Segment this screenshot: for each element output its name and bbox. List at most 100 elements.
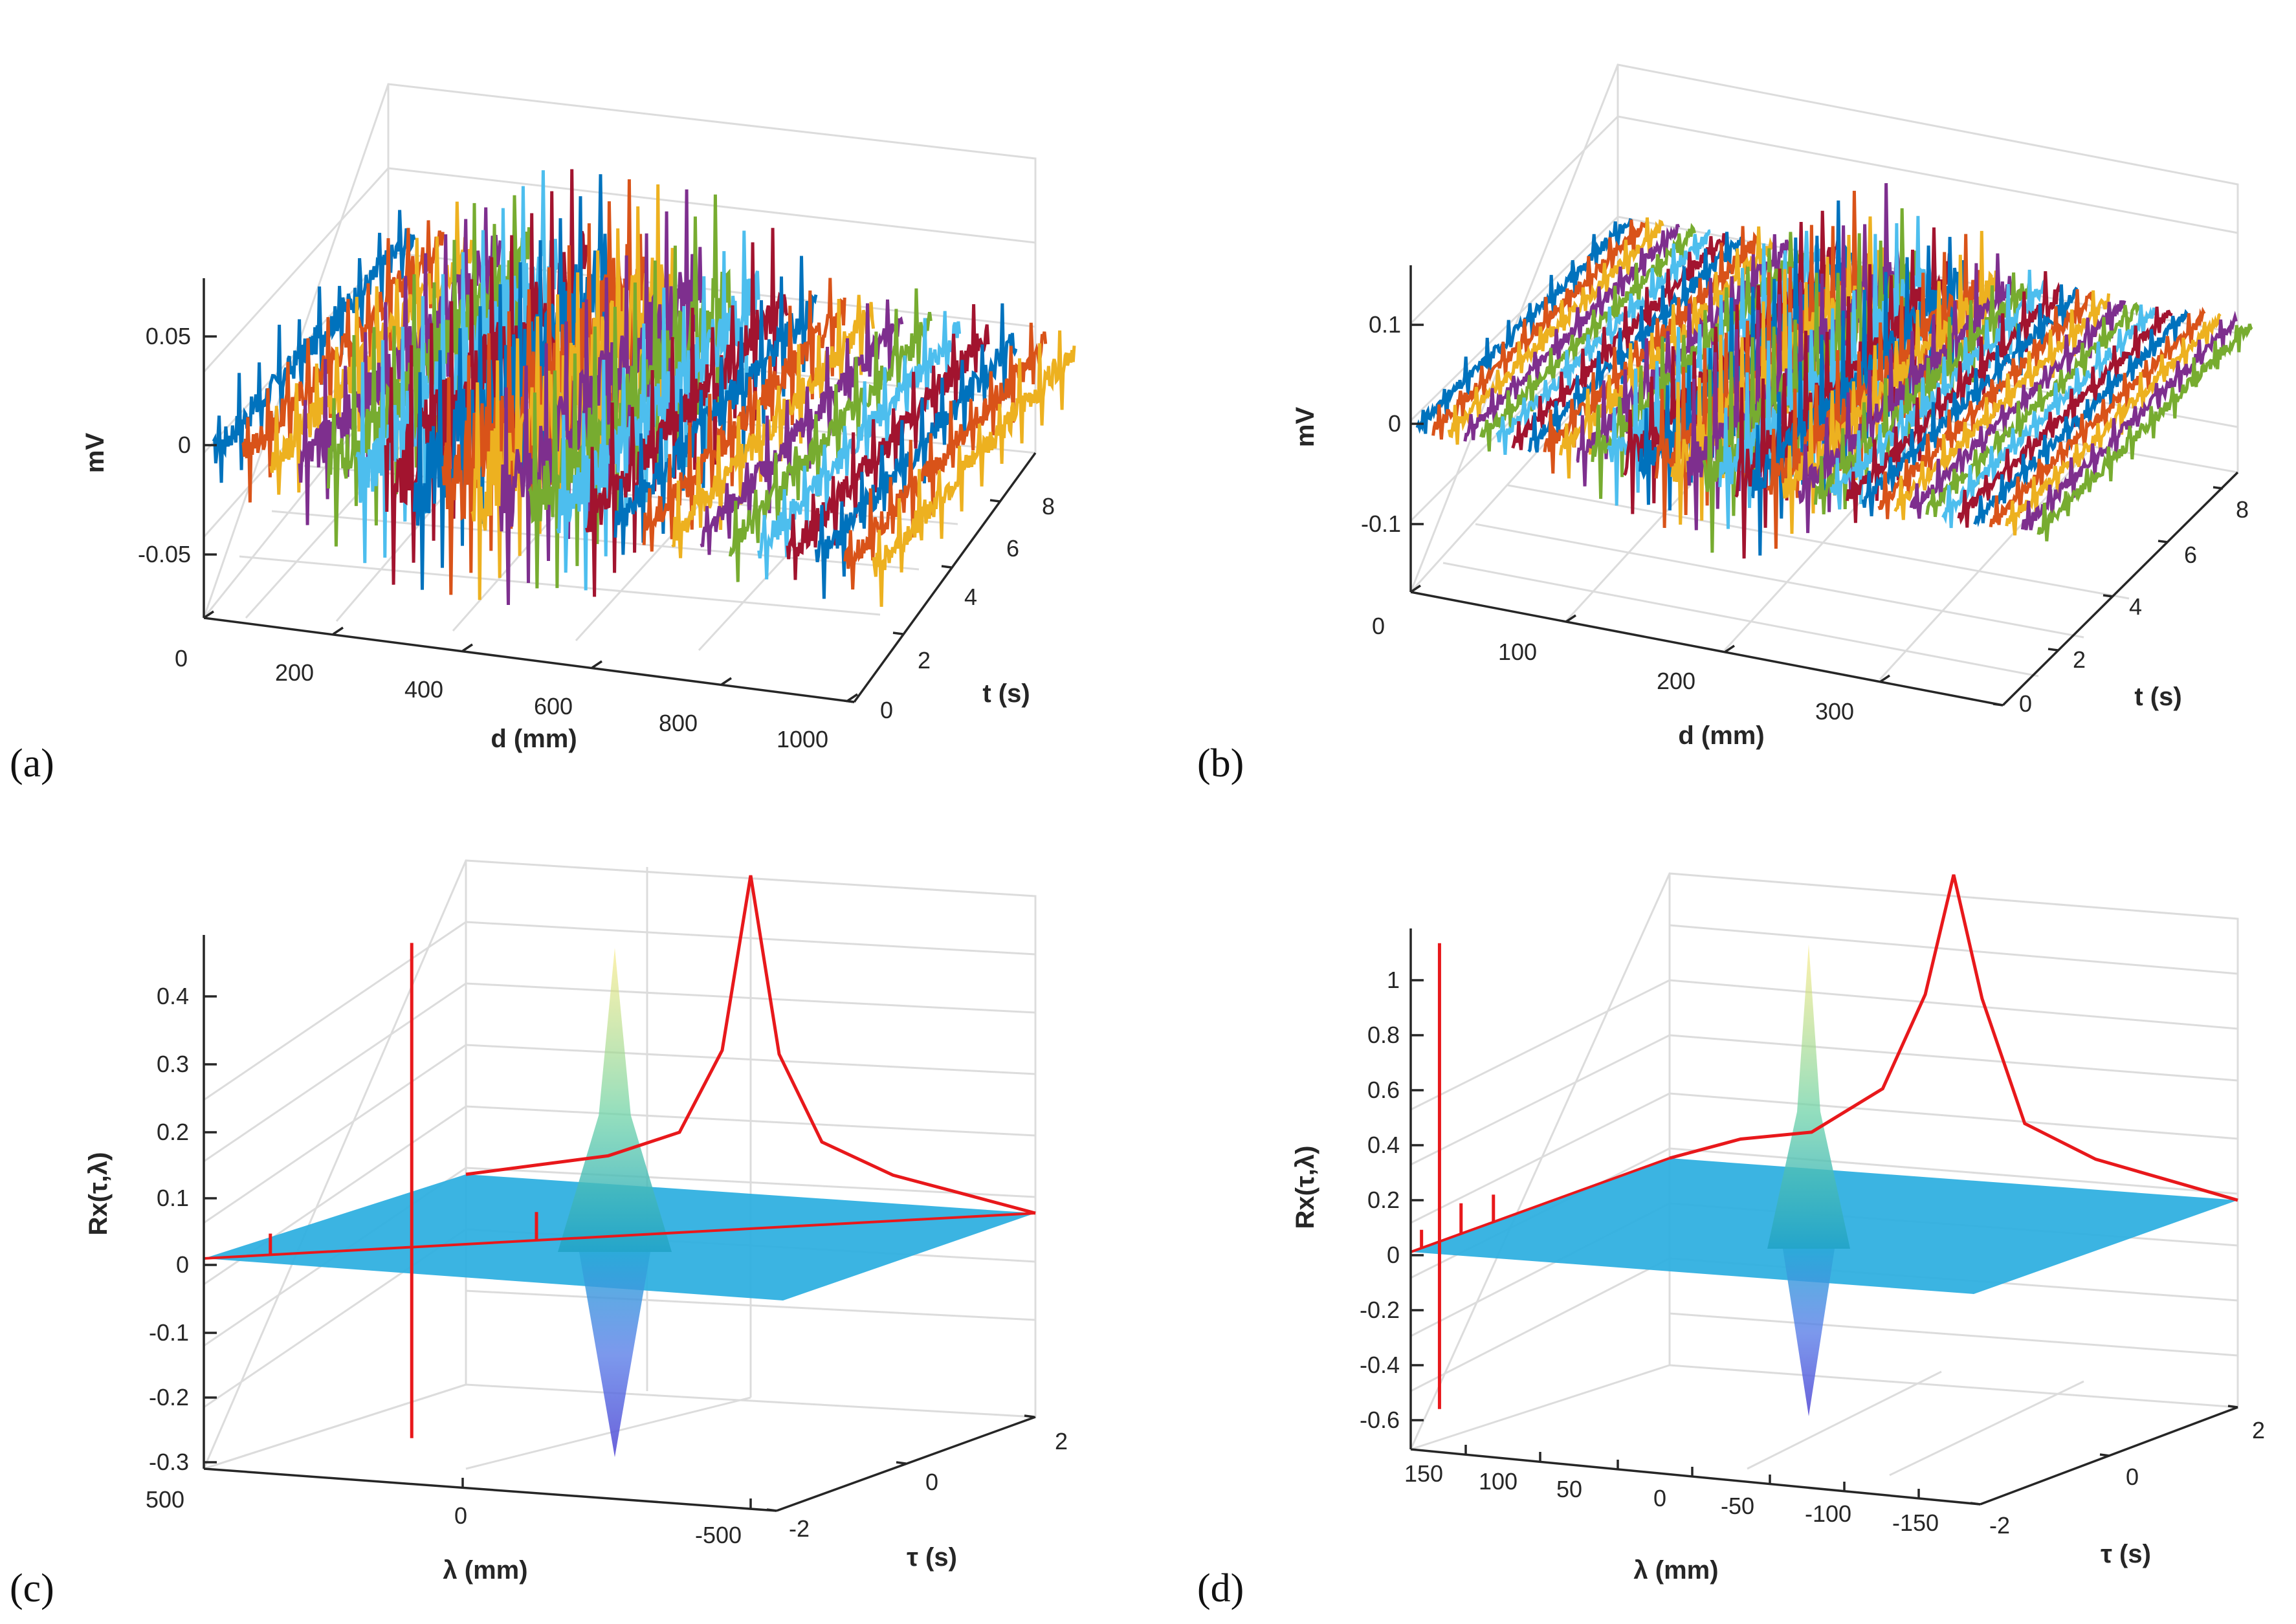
panel-b-yticks: 0 2 4 6 8 (1992, 486, 2249, 717)
panel-b-traces (1415, 183, 2253, 559)
panel-c: 0.4 0.3 0.2 0.1 0 -0.1 -0.2 -0.3 500 0 -… (10, 859, 1068, 1610)
panel-d-x-axis (1410, 1448, 1981, 1506)
tick-label: -100 (1805, 1500, 1851, 1527)
series-line (1877, 289, 2095, 520)
tick-label: 0.3 (157, 1051, 189, 1077)
lambda-projection-base (1410, 1157, 1670, 1253)
panel-d-surface (1410, 874, 2238, 1416)
tick-label: 0.8 (1367, 1022, 1400, 1048)
tick-label: 6 (2184, 542, 2197, 568)
series-line (355, 170, 559, 564)
panel-c-surface (203, 875, 1036, 1458)
tick-label: -0.3 (149, 1449, 189, 1475)
tick-label: 1 (1387, 967, 1400, 993)
panel-d: 1 0.8 0.6 0.4 0.2 0 -0.2 -0.4 -0.6 150 1… (1197, 872, 2265, 1610)
series-line (1463, 224, 1681, 442)
tick-label: 50 (1556, 1476, 1582, 1502)
tick-label: 1000 (777, 726, 828, 752)
tick-label: 2 (918, 647, 931, 674)
tick-label: 100 (1479, 1468, 1518, 1495)
panel-a: 0.05 0 -0.05 0 200 400 600 800 1000 0 2 … (10, 83, 1076, 785)
surface-trough (1783, 1249, 1835, 1416)
tick-label: 0 (1387, 1242, 1400, 1268)
panel-d-grid (1409, 872, 2239, 1476)
panel-c-y-axis (776, 1416, 1036, 1512)
tick-label: 6 (1006, 535, 1019, 562)
series-line (872, 330, 1076, 607)
panel-b-x-axis (1410, 591, 2003, 707)
tick-label: 300 (1815, 698, 1854, 725)
tick-label: 0.2 (157, 1119, 189, 1145)
panel-a-yticks: 0 2 4 6 8 (844, 493, 1055, 723)
series-line (1989, 306, 2206, 527)
tick-label: 0 (2126, 1464, 2139, 1490)
y-axis-label: τ (s) (907, 1543, 957, 1572)
series-line (757, 311, 962, 580)
panel-label: (a) (10, 741, 54, 785)
tick-label: -0.4 (1360, 1352, 1400, 1378)
z-axis-label: Rx(τ,λ) (1291, 1146, 1319, 1229)
panel-label: (d) (1197, 1566, 1244, 1610)
tick-label: 0 (1372, 613, 1385, 639)
x-axis-label: λ (mm) (443, 1556, 527, 1585)
tick-label: 0.6 (1367, 1077, 1400, 1103)
panel-c-yticks: -2 0 2 (766, 1414, 1068, 1542)
series-line (814, 303, 1018, 599)
y-axis-label: t (s) (982, 679, 1030, 708)
tick-label: 0 (178, 432, 191, 458)
panel-label: (c) (10, 1566, 54, 1610)
tick-label: 4 (964, 584, 977, 610)
series-line (671, 294, 876, 558)
series-line (1925, 302, 2142, 518)
tick-label: 400 (404, 676, 443, 703)
tick-label: 0.1 (157, 1185, 189, 1211)
tick-label: 8 (1042, 493, 1055, 520)
panel-c-zticks: 0.4 0.3 0.2 0.1 0 -0.1 -0.2 -0.3 (149, 983, 217, 1475)
tick-label: 0 (1653, 1485, 1666, 1511)
series-line (2020, 311, 2238, 531)
z-axis-label: mV (81, 433, 109, 474)
z-axis-label: Rx(τ,λ) (84, 1152, 113, 1236)
tick-label: -500 (695, 1522, 742, 1548)
panel-a-x-axis (203, 617, 855, 703)
tick-label: 2 (2073, 646, 2086, 673)
panel-b-zticks: 0.1 0 -0.1 (1361, 311, 1424, 537)
panel-a-xticks: 0 200 400 600 800 1000 (175, 610, 858, 752)
tick-label: -2 (789, 1515, 810, 1542)
series-line (1957, 306, 2173, 528)
tick-label: 0.4 (157, 983, 189, 1009)
tick-label: 0.05 (146, 323, 191, 349)
panel-b: 0.1 0 -0.1 0 100 200 300 0 2 4 6 8 d (mm… (1197, 63, 2253, 785)
tick-label: 0 (175, 645, 188, 672)
tick-label: 0 (880, 697, 893, 723)
panel-c-xticks: 500 0 -500 (146, 1478, 752, 1548)
panel-a-traces (212, 169, 1076, 607)
tick-label: 0.1 (1369, 311, 1401, 338)
panel-a-zticks: 0.05 0 -0.05 (138, 323, 217, 567)
tick-label: 2 (2252, 1417, 2265, 1443)
series-line (1447, 217, 1664, 445)
tick-label: 500 (146, 1486, 184, 1513)
panel-b-y-axis (2002, 471, 2239, 707)
tick-label: -50 (1721, 1493, 1754, 1519)
tick-label: 0 (925, 1469, 938, 1495)
series-line (728, 288, 933, 582)
series-line (2037, 324, 2253, 542)
panel-b-xticks: 0 100 200 300 (1372, 584, 1890, 725)
tau-projection-line (1669, 874, 2238, 1202)
tick-label: 8 (2236, 496, 2249, 523)
tick-label: 600 (534, 693, 573, 719)
panel-label: (b) (1197, 741, 1244, 785)
tick-label: 200 (275, 659, 314, 686)
z-axis-label: mV (1291, 407, 1319, 448)
tick-label: 0 (1388, 410, 1401, 437)
tick-label: -0.05 (138, 541, 191, 567)
series-line (1861, 284, 2079, 516)
tick-label: 0.4 (1367, 1132, 1400, 1158)
panel-c-x-axis (203, 1467, 777, 1512)
x-axis-label: d (mm) (491, 725, 577, 753)
tick-label: -150 (1892, 1509, 1939, 1536)
series-line (613, 256, 818, 555)
y-axis-label: τ (s) (2101, 1540, 2151, 1568)
